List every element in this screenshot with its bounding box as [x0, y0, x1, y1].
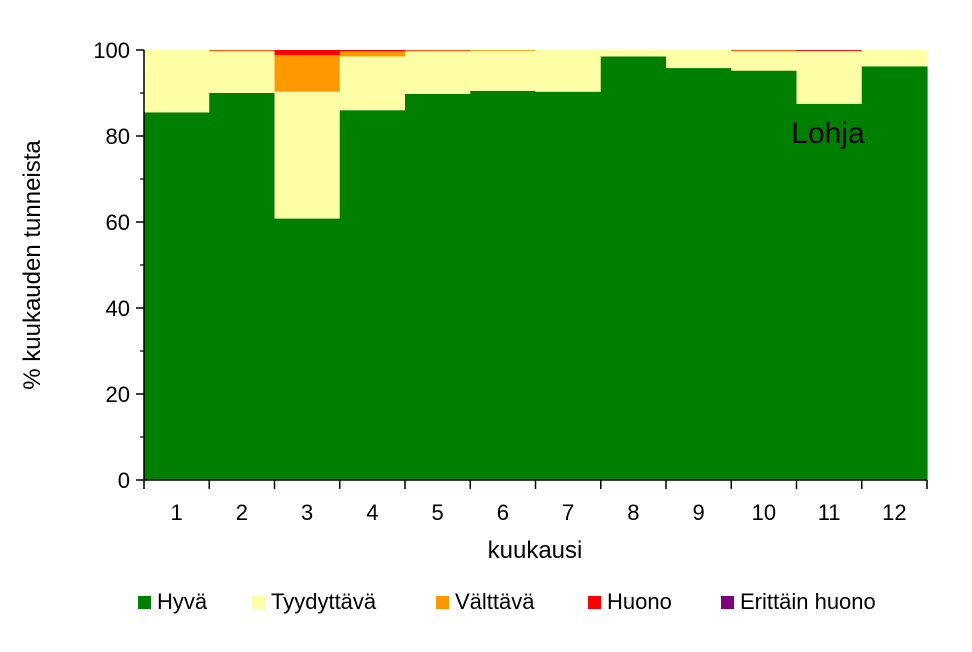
bar-segment-2-month-12 [862, 50, 928, 66]
y-axis-label: % kuukauden tunneista [19, 140, 46, 390]
y-tick-label: 80 [106, 124, 130, 149]
bars-layer [144, 50, 928, 480]
x-tick-label: 3 [301, 500, 313, 525]
y-tick-label: 0 [118, 468, 130, 493]
legend-swatch [588, 596, 601, 609]
bar-segment-2-month-5 [405, 51, 471, 94]
bar-segment-1-month-2 [209, 93, 275, 480]
legend-swatch [721, 596, 734, 609]
y-ticks: 0 20 40 60 80 100 [93, 38, 144, 493]
bar-segment-2-month-4 [340, 56, 406, 110]
bar-segment-2-month-2 [209, 51, 275, 93]
bar-segment-4-month-4 [340, 50, 406, 51]
bar-segment-1-month-12 [862, 66, 928, 480]
bar-segment-3-month-10 [731, 50, 797, 51]
legend-swatch [252, 596, 265, 609]
y-tick-label: 100 [93, 38, 130, 63]
legend-label: Tyydyttävä [271, 589, 377, 614]
bar-segment-4-month-11 [797, 50, 863, 51]
bar-segment-2-month-8 [601, 50, 667, 56]
bar-segment-3-month-5 [405, 50, 471, 51]
x-tick-label: 12 [882, 500, 906, 525]
bar-segment-1-month-11 [797, 104, 863, 480]
y-tick-label: 20 [106, 382, 130, 407]
bar-segment-2-month-11 [797, 51, 863, 103]
legend-label: Välttävä [455, 589, 535, 614]
bar-segment-3-month-4 [340, 51, 406, 56]
x-axis-label: kuukausi [488, 537, 583, 564]
x-tick-label: 6 [497, 500, 509, 525]
x-tick-label: 8 [627, 500, 639, 525]
bar-segment-3-month-2 [209, 50, 275, 51]
x-tick-label: 1 [171, 500, 183, 525]
bar-segment-1-month-1 [144, 112, 210, 480]
x-tick-label: 9 [693, 500, 705, 525]
bar-segment-3-month-3 [275, 55, 341, 92]
chart-annotation: Lohja [791, 117, 865, 150]
bar-segment-2-month-10 [731, 51, 797, 70]
x-tick-label: 2 [236, 500, 248, 525]
bar-segment-2-month-9 [666, 50, 732, 68]
x-tick-label: 7 [562, 500, 574, 525]
x-tick-label: 11 [818, 500, 841, 525]
y-tick-label: 60 [106, 210, 130, 235]
bar-segment-4-month-3 [275, 50, 341, 55]
bar-segment-2-month-6 [470, 51, 536, 91]
legend-swatch [436, 596, 449, 609]
bar-segment-1-month-7 [536, 92, 602, 480]
bar-segment-1-month-9 [666, 68, 732, 480]
legend-label: Hyvä [157, 589, 208, 614]
legend: Hyvä Tyydyttävä Välttävä Huono Erittäin huon… [138, 589, 876, 614]
bar-segment-1-month-4 [340, 110, 406, 480]
legend-swatch [138, 596, 151, 609]
bar-segment-2-month-1 [144, 50, 210, 112]
x-tick-label: 10 [752, 500, 776, 525]
y-tick-label: 40 [106, 296, 130, 321]
legend-label: Erittäin huono [740, 589, 876, 614]
bar-segment-1-month-8 [601, 56, 667, 480]
x-tick-label: 5 [432, 500, 444, 525]
bar-segment-2-month-7 [536, 50, 602, 92]
bar-segment-1-month-3 [275, 219, 341, 480]
bar-segment-1-month-10 [731, 71, 797, 480]
bar-segment-2-month-3 [275, 92, 341, 219]
x-tick-label: 4 [366, 500, 378, 525]
bar-segment-1-month-5 [405, 94, 471, 480]
bar-segment-1-month-6 [470, 91, 536, 480]
bar-segment-3-month-6 [470, 50, 536, 51]
legend-label: Huono [607, 589, 672, 614]
